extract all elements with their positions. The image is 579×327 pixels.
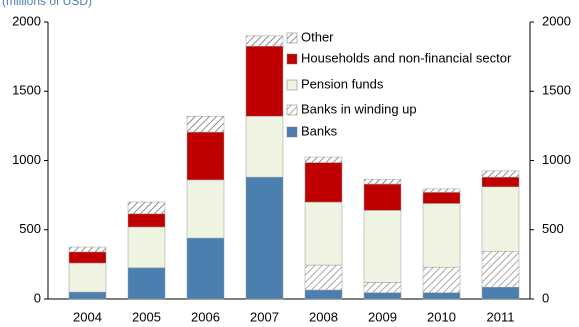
bar-segment [481,250,520,288]
legend-label: Banks in winding up [301,101,417,116]
bar-segment [422,292,461,300]
bar-segment [422,266,461,294]
bar-segment [363,178,402,185]
bar-segment [186,179,225,239]
bar-segment [127,226,166,269]
x-tick-label: 2004 [73,309,102,324]
bar-segment [127,213,166,228]
bar-segment [422,188,461,193]
y-tick-label: 500 [19,221,41,236]
bar-segment [127,201,166,215]
bar-segment [68,262,107,293]
x-tick-label: 2006 [191,309,220,324]
bar-segment [127,267,166,300]
bar-segment [245,115,284,178]
bar-segment [304,264,343,291]
x-tick-label: 2005 [132,309,161,324]
bar-segment [481,286,520,300]
x-tick-label: 2010 [427,309,456,324]
bar-segment [245,45,284,117]
legend-swatch [286,126,298,138]
y2-tick-label: 1500 [542,83,571,98]
y-tick-label: 1000 [12,152,41,167]
x-tick-label: 2009 [368,309,397,324]
x-tick-label: 2008 [309,309,338,324]
bar-segment [363,292,402,300]
y2-tick-label: 500 [542,221,564,236]
y2-tick-label: 0 [542,290,549,305]
bar-segment [245,35,284,47]
y2-tick-label: 1000 [542,152,571,167]
chart-subtitle: (millions of USD) [2,0,92,8]
legend-label: Other [301,29,334,44]
bar-segment [422,203,461,268]
legend-label: Households and non-financial sector [301,50,512,65]
legend-swatch [286,32,298,44]
y-tick-label: 0 [34,290,41,305]
y2-tick-label: 2000 [542,13,571,28]
bar-segment [186,237,225,300]
bar-segment [304,156,343,163]
bar-segment [68,246,107,253]
bar-segment [68,291,107,300]
bar-segment [304,289,343,300]
bar-segment [363,282,402,294]
bar-segment [363,183,402,211]
bar-segment [481,176,520,188]
bar-segment [481,170,520,178]
legend-label: Banks [301,123,338,138]
bar-segment [481,186,520,252]
legend-label: Pension funds [301,76,384,91]
bar-segment [363,210,402,283]
bar-segment [304,201,343,266]
bar-segment [245,176,284,300]
x-tick-label: 2011 [487,309,515,324]
legend-swatch [286,104,298,116]
bar-segment [186,115,225,133]
legend-swatch [286,79,298,91]
bar-segment [68,251,107,264]
legend-swatch [286,53,298,65]
y-tick-label: 2000 [12,13,41,28]
x-tick-label: 2007 [250,309,279,324]
bar-segment [186,131,225,181]
bar-segment [304,162,343,203]
y-tick-label: 1500 [12,83,41,98]
bar-segment [422,192,461,204]
